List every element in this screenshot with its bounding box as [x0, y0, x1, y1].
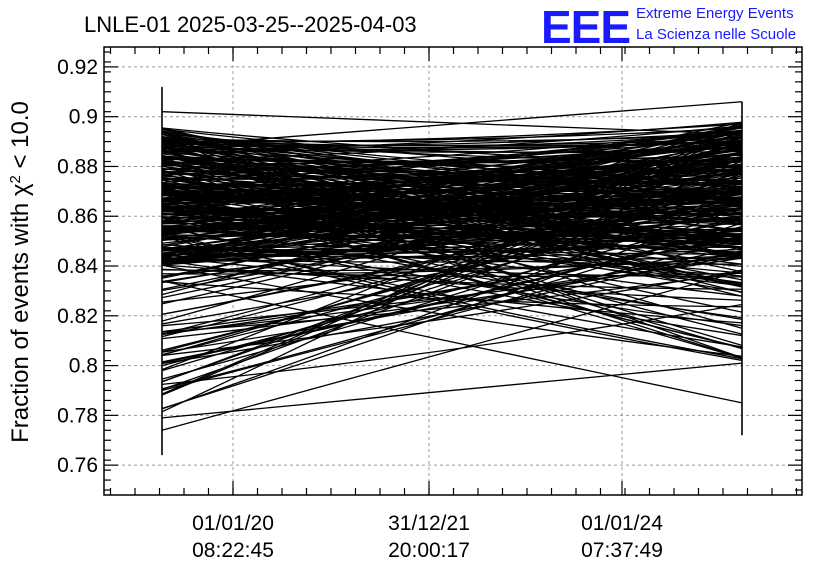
eee-logo-text: EEE [541, 1, 630, 53]
error-bars [161, 86, 743, 456]
series-line [161, 235, 743, 255]
series-line [161, 164, 743, 350]
axis-ticks [104, 47, 802, 495]
data-lines [161, 101, 743, 431]
series-line [161, 140, 743, 209]
series-line [161, 154, 743, 163]
x-tick-date: 01/01/20 [192, 512, 274, 535]
series-line [161, 142, 743, 258]
series-line-outlier [161, 101, 743, 148]
series-line [161, 193, 743, 210]
y-tick-label: 0.78 [57, 404, 98, 427]
series-line-outlier [161, 190, 743, 359]
series-line [161, 268, 743, 278]
y-axis-label-main: Fraction of events with χ [7, 183, 34, 443]
series-line [161, 216, 743, 232]
series-line-outlier [161, 362, 743, 419]
y-tick-label: 0.8 [69, 355, 98, 378]
y-tick-label: 0.88 [57, 155, 98, 178]
x-tick-labels: 01/01/20 08:22:45 31/12/21 20:00:17 01/01/24… [192, 512, 663, 562]
x-tick-time: 08:22:45 [192, 539, 274, 562]
series-line [161, 251, 743, 335]
series-line-outlier [161, 238, 743, 392]
series-line [161, 201, 743, 380]
series-line [161, 126, 743, 191]
series-line [161, 156, 743, 185]
y-tick-label: 0.76 [57, 454, 98, 477]
x-tick-time: 20:00:17 [388, 539, 470, 562]
y-axis-label: Fraction of events with χ2 < 10.0 [7, 101, 35, 443]
x-tick-date: 01/01/24 [581, 512, 663, 535]
series-line [161, 220, 743, 303]
y-tick-label: 0.84 [57, 255, 98, 278]
series-line [161, 221, 743, 237]
series-line [161, 257, 743, 327]
series-line [161, 248, 743, 258]
x-tick-label: 31/12/21 20:00:17 [388, 512, 470, 562]
y-axis-label-sup: 2 [7, 175, 24, 183]
y-tick-label: 0.9 [69, 106, 98, 129]
eee-logo: EEE Extreme Energy Events La Scienza nel… [541, 1, 796, 53]
series-line [161, 155, 743, 257]
series-line [161, 131, 743, 147]
eee-logo-line1: Extreme Energy Events [636, 5, 794, 22]
series-line-outlier [161, 280, 743, 404]
series-line-outlier [161, 111, 743, 135]
series-line [161, 173, 743, 356]
series-line [161, 174, 743, 224]
y-tick-labels: 0.76 0.78 0.8 0.82 0.84 0.86 0.88 0.9 0.92 [57, 56, 98, 477]
series-line-outlier [161, 270, 743, 431]
series-line-outlier [161, 215, 743, 367]
series-line [161, 182, 743, 372]
series-line [161, 133, 743, 176]
series-line [161, 135, 743, 396]
series-line [161, 171, 743, 180]
series-line [161, 209, 743, 265]
chart-title: LNLE-01 2025-03-25--2025-04-03 [84, 12, 417, 37]
series-line [161, 139, 743, 205]
series-line [161, 133, 743, 194]
x-tick-time: 07:37:49 [581, 539, 663, 562]
y-tick-label: 0.92 [57, 56, 98, 79]
series-line [161, 134, 743, 228]
series-line [161, 186, 743, 315]
series-line [161, 160, 743, 209]
series-line [161, 269, 743, 357]
x-tick-label: 01/01/24 07:37:49 [581, 512, 663, 562]
series-line [161, 231, 743, 360]
series-line [161, 227, 743, 238]
series-line [161, 303, 743, 386]
series-line [161, 191, 743, 202]
series-line [161, 130, 743, 201]
series-line [161, 256, 743, 301]
series-line [161, 125, 743, 161]
eee-logo-line2: La Scienza nelle Scuole [636, 26, 796, 43]
y-tick-label: 0.86 [57, 205, 98, 228]
y-axis-label-tail: < 10.0 [7, 101, 34, 175]
series-line [161, 249, 743, 365]
x-tick-date: 31/12/21 [388, 512, 470, 535]
y-tick-label: 0.82 [57, 305, 98, 328]
series-line [161, 272, 743, 333]
series-line [161, 152, 743, 263]
x-tick-label: 01/01/20 08:22:45 [192, 512, 274, 562]
series-line [161, 192, 743, 268]
